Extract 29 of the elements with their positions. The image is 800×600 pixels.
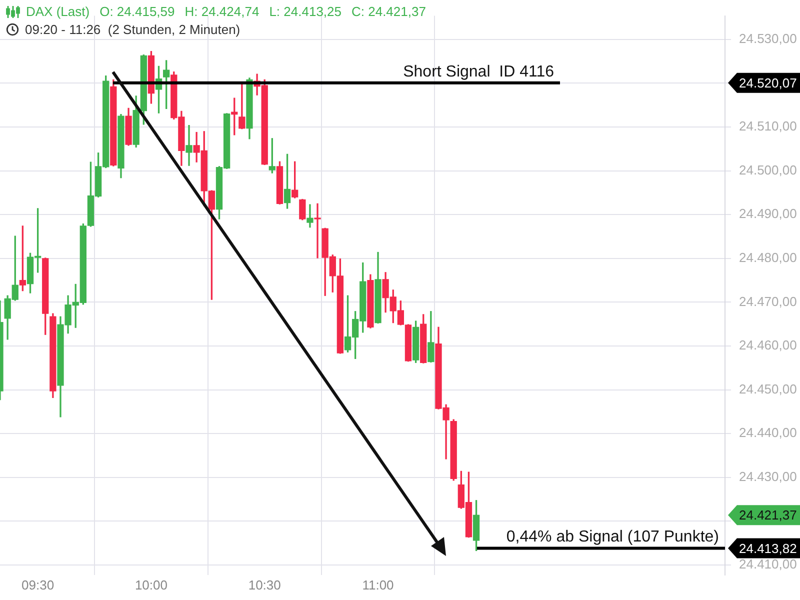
y-tick-label: 24.530,00 bbox=[739, 31, 797, 46]
y-tick-label: 24.440,00 bbox=[739, 425, 797, 440]
annotation: L: 24.413,25 bbox=[269, 4, 342, 19]
y-tick-label: 24.470,00 bbox=[739, 294, 797, 309]
ref-line-label: Short Signal ID 4116 bbox=[403, 63, 554, 80]
y-tick-label: 24.450,00 bbox=[739, 381, 797, 396]
x-tick-label: 10:00 bbox=[134, 577, 168, 592]
y-tick-label: 24.490,00 bbox=[739, 206, 797, 222]
ref-line-label: 0,44% ab Signal (107 Punkte) bbox=[506, 528, 719, 546]
y-tick-label: 24.460,00 bbox=[739, 338, 797, 353]
annotation: O: 24.415,59 bbox=[100, 4, 175, 19]
candlestick bbox=[306, 204, 314, 228]
x-tick-label: 11:00 bbox=[362, 577, 394, 592]
y-tick-label: 24.510,00 bbox=[739, 118, 797, 134]
y-tick-label: 24.410,00 bbox=[739, 556, 797, 572]
text: 24.421,37 bbox=[739, 508, 797, 523]
y-tick-label: 24.500,00 bbox=[739, 162, 797, 178]
candlestick bbox=[314, 203, 321, 258]
text: 09:20 - 11:26 (2 Stunden, 2 Minuten) bbox=[25, 22, 240, 37]
x-tick-label: 10:30 bbox=[248, 577, 281, 592]
text: 24.520,07 bbox=[739, 76, 797, 91]
candlestick bbox=[186, 124, 192, 166]
text: 24.413,82 bbox=[739, 540, 797, 556]
y-tick-label: 24.430,00 bbox=[739, 468, 797, 484]
chart-title: DAX (Last) bbox=[26, 4, 90, 19]
y-tick-label: 24.480,00 bbox=[739, 250, 797, 265]
annotation: H: 24.424,74 bbox=[184, 4, 260, 19]
annotation: C: 24.421,37 bbox=[352, 4, 426, 19]
x-tick-label: 09:30 bbox=[22, 577, 54, 592]
